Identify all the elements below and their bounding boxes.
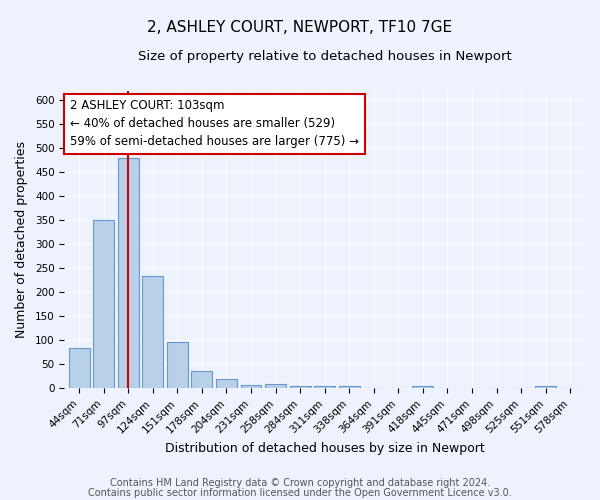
- Bar: [118, 158, 139, 388]
- Title: Size of property relative to detached houses in Newport: Size of property relative to detached ho…: [138, 50, 512, 63]
- Bar: [167, 342, 188, 388]
- Text: 2, ASHLEY COURT, NEWPORT, TF10 7GE: 2, ASHLEY COURT, NEWPORT, TF10 7GE: [148, 20, 452, 35]
- Bar: [339, 386, 360, 388]
- Bar: [290, 386, 311, 388]
- Text: Contains public sector information licensed under the Open Government Licence v3: Contains public sector information licen…: [88, 488, 512, 498]
- Bar: [412, 386, 433, 388]
- Y-axis label: Number of detached properties: Number of detached properties: [15, 141, 28, 338]
- X-axis label: Distribution of detached houses by size in Newport: Distribution of detached houses by size …: [165, 442, 485, 455]
- Bar: [93, 220, 114, 388]
- Bar: [314, 386, 335, 388]
- Bar: [69, 348, 89, 389]
- Bar: [241, 384, 262, 388]
- Bar: [142, 276, 163, 388]
- Bar: [535, 386, 556, 388]
- Bar: [265, 384, 286, 388]
- Bar: [216, 379, 237, 388]
- Text: Contains HM Land Registry data © Crown copyright and database right 2024.: Contains HM Land Registry data © Crown c…: [110, 478, 490, 488]
- Text: 2 ASHLEY COURT: 103sqm
← 40% of detached houses are smaller (529)
59% of semi-de: 2 ASHLEY COURT: 103sqm ← 40% of detached…: [70, 100, 359, 148]
- Bar: [191, 370, 212, 388]
